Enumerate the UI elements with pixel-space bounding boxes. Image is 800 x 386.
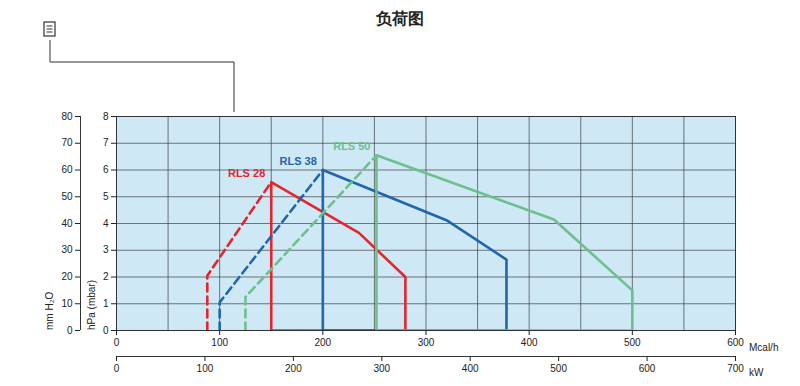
svg-text:0: 0 xyxy=(67,325,73,336)
svg-text:100: 100 xyxy=(197,363,214,374)
svg-text:20: 20 xyxy=(61,271,73,282)
svg-text:2: 2 xyxy=(103,271,109,282)
svg-text:RLS 28: RLS 28 xyxy=(228,167,265,179)
svg-text:600: 600 xyxy=(727,337,744,348)
svg-text:50: 50 xyxy=(61,191,73,202)
svg-text:300: 300 xyxy=(418,337,435,348)
svg-text:8: 8 xyxy=(103,111,109,122)
html-text:hPa (mbar): hPa (mbar) xyxy=(86,280,97,330)
svg-text:RLS 50: RLS 50 xyxy=(333,140,370,152)
html-text:mm H₂O: mm H₂O xyxy=(44,291,55,330)
svg-text:500: 500 xyxy=(550,363,567,374)
svg-text:200: 200 xyxy=(314,337,331,348)
html-text:Mcal/h: Mcal/h xyxy=(749,342,779,353)
svg-text:100: 100 xyxy=(211,337,228,348)
svg-text:300: 300 xyxy=(373,363,390,374)
svg-text:60: 60 xyxy=(61,164,73,175)
html-text:负荷图: 负荷图 xyxy=(376,10,424,27)
html-text:kW: kW xyxy=(749,367,764,378)
svg-text:80: 80 xyxy=(61,111,73,122)
svg-text:4: 4 xyxy=(103,218,109,229)
svg-text:6: 6 xyxy=(103,164,109,175)
svg-text:500: 500 xyxy=(624,337,641,348)
svg-text:400: 400 xyxy=(521,337,538,348)
svg-text:600: 600 xyxy=(639,363,656,374)
svg-text:400: 400 xyxy=(462,363,479,374)
svg-text:1: 1 xyxy=(103,298,109,309)
svg-text:700: 700 xyxy=(727,363,744,374)
svg-text:200: 200 xyxy=(285,363,302,374)
svg-text:3: 3 xyxy=(103,244,109,255)
svg-text:0: 0 xyxy=(114,337,120,348)
svg-text:70: 70 xyxy=(61,137,73,148)
svg-text:7: 7 xyxy=(103,137,109,148)
svg-text:0: 0 xyxy=(103,325,109,336)
svg-text:0: 0 xyxy=(114,363,120,374)
svg-text:40: 40 xyxy=(61,218,73,229)
svg-text:5: 5 xyxy=(103,191,109,202)
svg-text:30: 30 xyxy=(61,244,73,255)
svg-text:10: 10 xyxy=(61,298,73,309)
svg-text:RLS 38: RLS 38 xyxy=(280,155,317,167)
